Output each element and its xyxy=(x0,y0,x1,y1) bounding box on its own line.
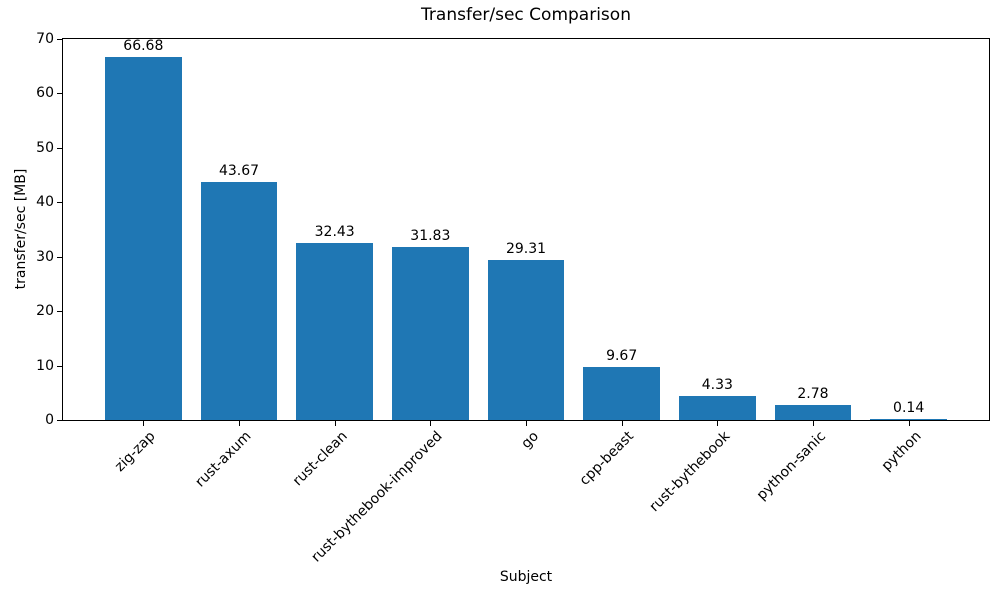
y-tick-mark xyxy=(57,420,62,421)
y-tick-label: 50 xyxy=(36,139,54,156)
bar-value-label: 2.78 xyxy=(797,385,829,402)
x-tick-mark xyxy=(812,421,814,426)
y-axis-label: transfer/sec [MB] xyxy=(13,168,29,290)
bar-value-label: 9.67 xyxy=(606,348,638,365)
bar-value-label: 32.43 xyxy=(314,224,355,241)
x-tick-label: go xyxy=(517,428,542,452)
bar-cpp-beast xyxy=(583,367,660,420)
bar-value-label: 0.14 xyxy=(893,400,925,416)
x-tick-mark xyxy=(908,421,910,426)
x-tick-label: zig-zap xyxy=(112,428,159,475)
bar-rust-axum xyxy=(200,182,278,420)
y-tick-mark xyxy=(57,311,62,313)
y-tick-mark xyxy=(57,365,62,367)
x-tick-label: cpp-beast xyxy=(576,428,638,489)
y-tick-label: 70 xyxy=(36,31,54,47)
y-tick-mark xyxy=(57,202,62,204)
y-tick-label: 60 xyxy=(36,85,54,102)
bar-value-label: 4.33 xyxy=(701,377,733,394)
bar-value-label: 66.68 xyxy=(123,38,164,55)
x-tick-mark xyxy=(143,421,145,426)
bar-zig-zap xyxy=(105,57,182,420)
bar-go xyxy=(487,260,565,420)
y-tick-mark xyxy=(57,93,62,95)
y-tick-mark xyxy=(57,256,62,258)
y-tick-label: 20 xyxy=(36,303,54,320)
bar-rust-bythebook-improved xyxy=(392,246,469,420)
y-tick-mark xyxy=(57,147,62,149)
x-tick-label: rust-bythebook xyxy=(646,428,733,516)
x-tick-label: python-sanic xyxy=(753,428,829,504)
bar-rust-clean xyxy=(296,243,373,420)
x-tick-mark xyxy=(621,421,623,426)
y-tick-mark xyxy=(57,39,62,40)
x-tick-mark xyxy=(239,421,241,426)
x-tick-label: rust-axum xyxy=(192,428,255,491)
x-tick-label: rust-clean xyxy=(289,428,351,490)
bar-python-sanic xyxy=(774,404,852,420)
y-tick-label: 40 xyxy=(36,194,54,211)
bar-value-label: 31.83 xyxy=(410,227,451,244)
bar-rust-bythebook xyxy=(679,396,756,420)
chart-title: Transfer/sec Comparison xyxy=(421,5,631,25)
y-tick-label: 0 xyxy=(45,412,54,428)
x-axis-label: Subject xyxy=(499,569,553,585)
x-tick-mark xyxy=(717,421,719,426)
bar-value-label: 29.31 xyxy=(505,241,547,258)
y-tick-label: 30 xyxy=(36,248,54,265)
x-tick-mark xyxy=(334,421,336,426)
y-tick-label: 10 xyxy=(36,357,54,374)
x-tick-mark xyxy=(526,421,527,426)
bar-python xyxy=(870,419,947,420)
x-tick-mark xyxy=(430,421,432,426)
x-tick-label: python xyxy=(878,428,925,475)
bar-value-label: 43.67 xyxy=(218,163,260,180)
